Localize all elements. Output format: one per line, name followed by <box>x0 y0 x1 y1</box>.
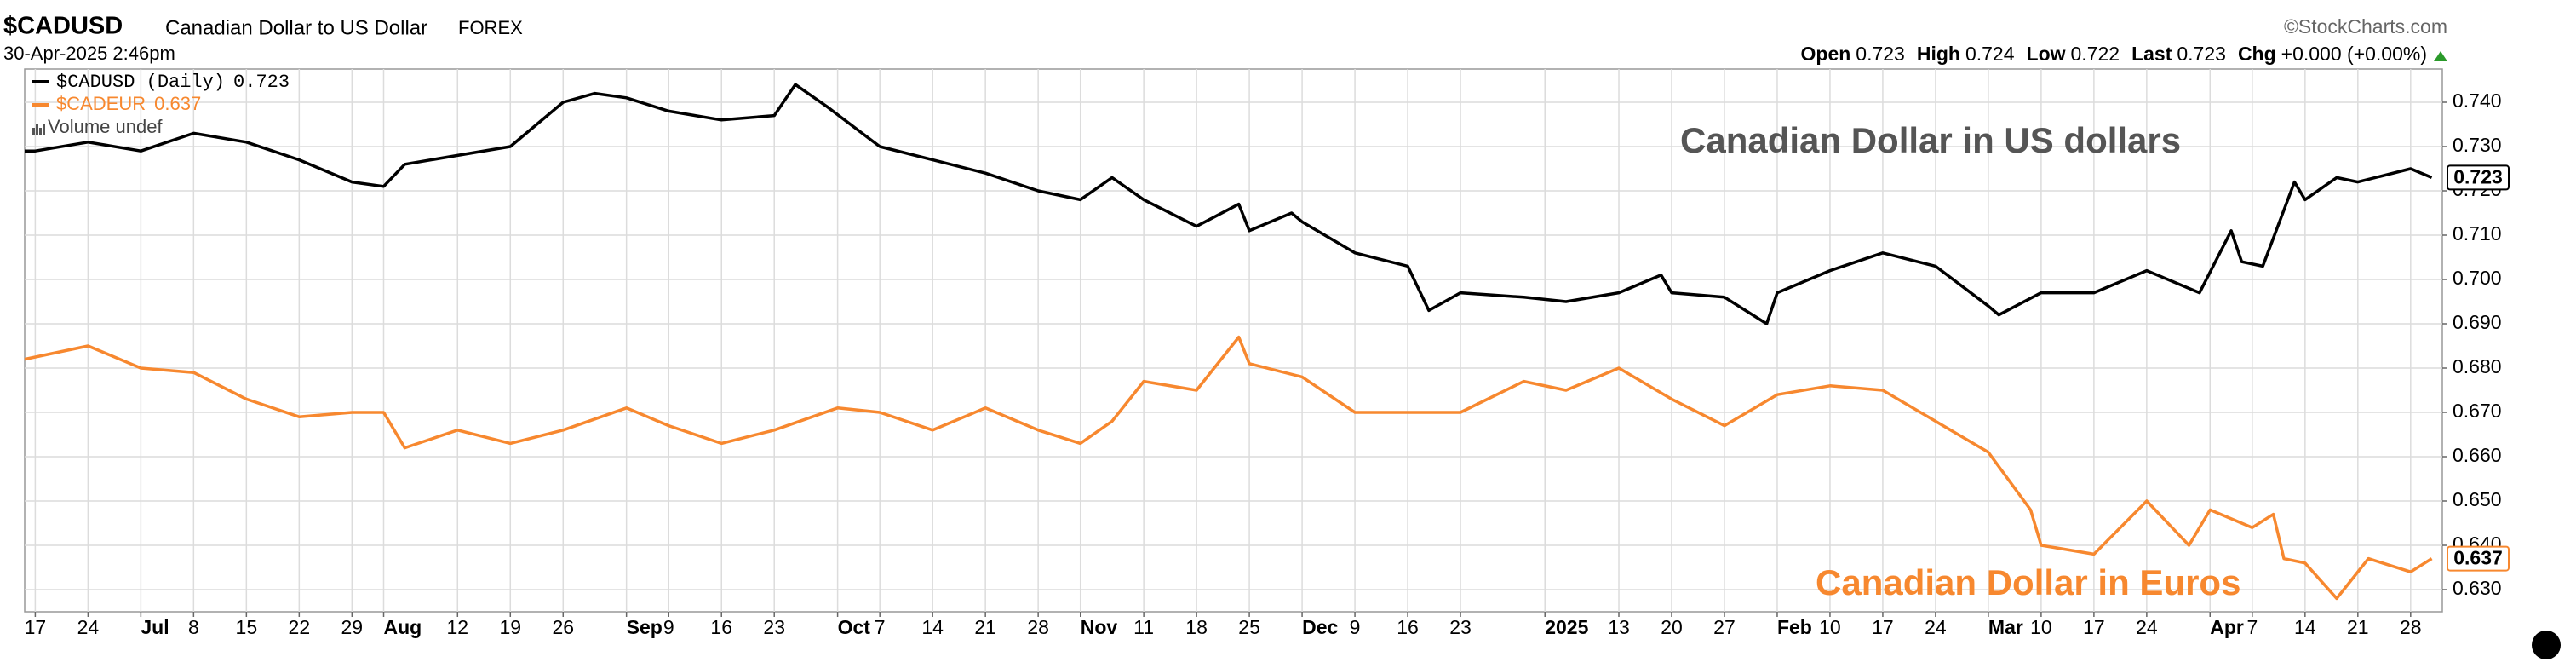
last-value-box <box>2447 545 2510 572</box>
quote-value: +0.000 (+0.00%) <box>2281 43 2427 65</box>
y-tick-label: 0.650 <box>2453 488 2502 510</box>
x-tick-label: 12 <box>446 616 468 638</box>
x-tick-label: 29 <box>341 616 364 638</box>
legend-value: 0.637 <box>154 93 201 114</box>
y-tick-label: 0.660 <box>2453 444 2502 466</box>
x-tick-label: 10 <box>1819 616 1841 638</box>
x-tick-label: 24 <box>77 616 100 638</box>
x-tick-label: Oct <box>838 616 871 638</box>
volume-icon <box>39 128 42 135</box>
x-tick-label: 20 <box>1661 616 1683 638</box>
lines <box>24 83 2433 601</box>
legend-value: 0.723 <box>233 72 290 93</box>
x-tick-label: 16 <box>1397 616 1419 638</box>
x-tick-label: Dec <box>1302 616 1338 638</box>
y-tick-label: 0.690 <box>2453 311 2502 333</box>
x-tick-label: Feb <box>1777 616 1812 638</box>
series-line <box>25 83 2433 325</box>
x-tick-label: 28 <box>2400 616 2422 638</box>
y-tick-label: 0.710 <box>2453 222 2502 245</box>
x-tick-label: 17 <box>2083 616 2105 638</box>
legend-name: $CADEUR <box>56 93 146 114</box>
legend-entry: $CADEUR 0.637 <box>56 93 201 114</box>
x-tick-label: 11 <box>1133 616 1154 638</box>
last-value-box <box>2447 164 2510 191</box>
timestamp: 30-Apr-2025 2:46pm <box>3 43 175 64</box>
x-tick-label: 14 <box>2294 616 2316 638</box>
y-tick-label: 0.680 <box>2453 355 2502 377</box>
x-tick-label: 28 <box>1027 616 1049 638</box>
symbol: $CADUSD <box>3 13 123 40</box>
x-tick-label: 22 <box>289 616 311 638</box>
x-tick-label: 15 <box>236 616 258 638</box>
x-tick-label: Nov <box>1081 616 1118 638</box>
x-tick-label: 16 <box>710 616 732 638</box>
y-tick-label: 0.700 <box>2453 267 2502 289</box>
quote-value: 0.724 <box>1965 43 2015 65</box>
x-tick-label: 24 <box>1925 616 1947 638</box>
quote-label: Chg <box>2238 43 2276 65</box>
quote-value: 0.723 <box>1856 43 1905 65</box>
y-tick-label: 0.670 <box>2453 400 2502 422</box>
series-line <box>24 335 2433 601</box>
y-tick-label: 0.630 <box>2453 577 2502 599</box>
x-tick-label: 10 <box>2030 616 2052 638</box>
quote-label: Open <box>1801 43 1851 65</box>
x-tick-label: 13 <box>1608 616 1630 638</box>
legend-name: $CADUSD (Daily) <box>56 72 225 93</box>
x-tick-label: 2025 <box>1545 616 1588 638</box>
annotation: Canadian Dollar in Euros <box>1816 562 2240 602</box>
quote-line: Open 0.723 High 0.724 Low 0.722 Last 0.723 Chg +0… <box>1801 43 2428 65</box>
x-tick-label: 19 <box>499 616 521 638</box>
x-tick-label: 9 <box>1350 616 1361 638</box>
x-tick-label: 23 <box>763 616 785 638</box>
x-tick-label: 21 <box>974 616 996 638</box>
last-value-label: 0.637 <box>2453 547 2503 569</box>
x-tick-label: 7 <box>2246 616 2258 638</box>
exchange: FOREX <box>458 17 523 38</box>
x-tick-label: Mar <box>1988 616 2023 638</box>
last-value-label: 0.723 <box>2453 165 2503 187</box>
quote-label: Low <box>2027 43 2066 65</box>
x-tick-label: Apr <box>2210 616 2244 638</box>
quote-value: 0.722 <box>2071 43 2120 65</box>
x-tick-label: 9 <box>663 616 674 638</box>
x-tick-label: 24 <box>2136 616 2158 638</box>
volume-icon <box>32 128 35 135</box>
legend-entry: $CADUSD (Daily) 0.723 <box>56 72 290 93</box>
source: ©StockCharts.com <box>2284 15 2447 37</box>
x-tick-label: 17 <box>1872 616 1894 638</box>
x-tick-label: 25 <box>1238 616 1260 638</box>
x-tick-label: 21 <box>2347 616 2369 638</box>
x-tick-label: 17 <box>25 616 47 638</box>
volume-icon <box>43 124 45 135</box>
x-tick-label: 18 <box>1185 616 1208 638</box>
grid <box>25 69 2447 617</box>
x-tick-label: 27 <box>1713 616 1736 638</box>
volume-icon <box>36 124 38 135</box>
x-tick-label: Jul <box>141 616 169 638</box>
annotation: Canadian Dollar in US dollars <box>1680 120 2181 160</box>
plot-frame <box>24 68 2443 613</box>
x-tick-label: 23 <box>1449 616 1472 638</box>
x-tick-label: 7 <box>875 616 886 638</box>
y-tick-label: 0.730 <box>2453 134 2502 156</box>
x-tick-label: 8 <box>188 616 199 638</box>
quote-label: Last <box>2131 43 2172 65</box>
y-tick-label: 0.740 <box>2453 89 2502 112</box>
x-tick-label: 14 <box>921 616 944 638</box>
change-arrow <box>2434 51 2447 61</box>
chart-title: Canadian Dollar to US Dollar <box>165 16 427 39</box>
corner-dot <box>2532 631 2561 659</box>
x-tick-label: Aug <box>384 616 422 638</box>
quote-label: High <box>1917 43 1960 65</box>
x-tick-label: 26 <box>552 616 574 638</box>
x-tick-label: Sep <box>627 616 663 638</box>
quote-value: 0.723 <box>2177 43 2226 65</box>
volume-legend: Volume undef <box>48 116 163 137</box>
